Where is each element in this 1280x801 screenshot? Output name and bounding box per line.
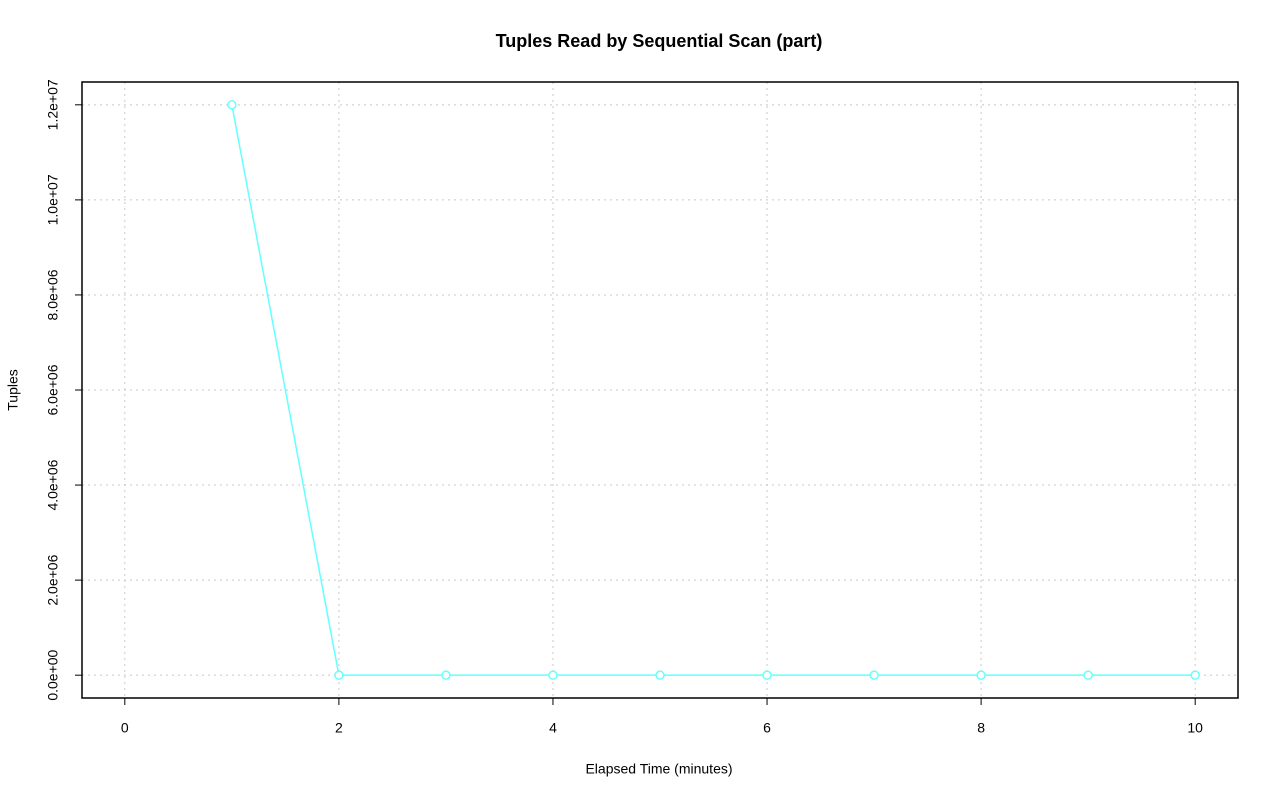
data-point <box>441 670 451 680</box>
data-point <box>869 670 879 680</box>
data-point <box>976 670 986 680</box>
y-tick-label: 0.0e+00 <box>45 649 61 700</box>
data-point <box>334 670 344 680</box>
x-tick-label: 8 <box>977 720 985 736</box>
x-axis-label: Elapsed Time (minutes) <box>585 761 732 777</box>
series-line <box>231 104 1196 676</box>
data-point <box>762 670 772 680</box>
y-tick-label: 6.0e+06 <box>45 364 61 415</box>
x-tick-label: 6 <box>763 720 771 736</box>
y-tick-label: 4.0e+06 <box>45 459 61 510</box>
y-tick-label: 8.0e+06 <box>45 269 61 320</box>
data-point <box>548 670 558 680</box>
y-tick-label: 2.0e+06 <box>45 554 61 605</box>
plot-frame <box>81 81 1239 699</box>
data-point <box>1083 670 1093 680</box>
plot-area: 0 2 4 6 8 10 0.0e+00 2.0e+06 4.0e+06 6.0e+06 8.0e+… <box>45 79 1238 736</box>
data-point <box>655 670 665 680</box>
y-tick-label: 1.2e+07 <box>45 79 61 130</box>
x-tick-label: 2 <box>335 720 343 736</box>
chart-title: Tuples Read by Sequential Scan (part) <box>496 31 823 51</box>
y-tick-label: 1.0e+07 <box>45 174 61 225</box>
data-point <box>1190 670 1200 680</box>
y-axis-label: Tuples <box>5 369 21 411</box>
x-tick-label: 10 <box>1187 720 1203 736</box>
x-tick-label: 0 <box>121 720 129 736</box>
data-point <box>227 100 237 110</box>
x-tick-label: 4 <box>549 720 557 736</box>
